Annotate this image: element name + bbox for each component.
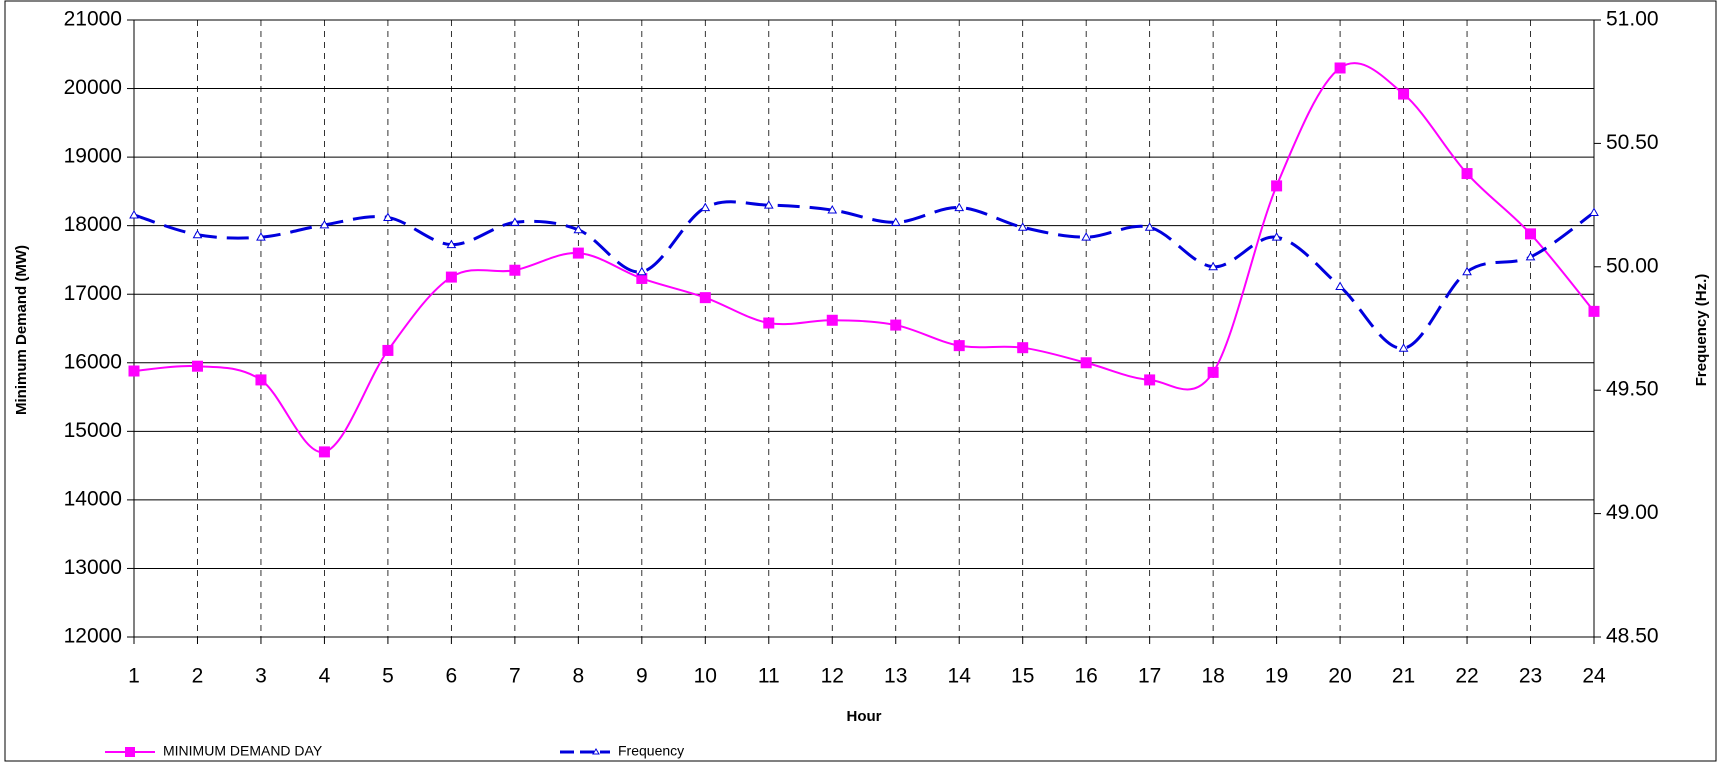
point-marker bbox=[382, 344, 394, 356]
x-tick-label: 21 bbox=[1392, 665, 1415, 688]
point-marker bbox=[1334, 62, 1346, 74]
y-tick-label: 19000 bbox=[64, 145, 122, 168]
point-marker bbox=[763, 200, 774, 209]
point-marker bbox=[636, 272, 648, 284]
point-marker bbox=[1144, 222, 1155, 231]
point-marker bbox=[445, 271, 457, 283]
point-marker bbox=[827, 205, 838, 214]
y2-tick-label: 51.00 bbox=[1606, 8, 1659, 31]
x-tick-label: 4 bbox=[319, 665, 331, 688]
point-marker bbox=[128, 365, 140, 377]
x-tick-label: 19 bbox=[1265, 665, 1288, 688]
point-marker bbox=[699, 292, 711, 304]
point-marker bbox=[826, 314, 838, 326]
point-marker bbox=[953, 340, 965, 352]
x-tick-label: 1 bbox=[128, 665, 140, 688]
x-tick-label: 8 bbox=[573, 665, 585, 688]
point-marker bbox=[446, 239, 457, 249]
x-tick-label: 13 bbox=[884, 665, 907, 688]
point-marker bbox=[1462, 266, 1472, 276]
x-tick-label: 16 bbox=[1074, 665, 1097, 688]
y-tick-label: 13000 bbox=[64, 556, 122, 579]
point-marker bbox=[383, 212, 393, 221]
x-tick-label: 15 bbox=[1011, 665, 1034, 688]
x-tick-label: 24 bbox=[1582, 665, 1606, 688]
point-marker bbox=[954, 202, 965, 212]
y-axis-label: Minimum Demand (MW) bbox=[13, 245, 30, 415]
point-marker bbox=[256, 232, 266, 241]
point-marker bbox=[1589, 207, 1599, 217]
point-marker bbox=[1335, 281, 1345, 291]
point-marker bbox=[255, 374, 267, 386]
y-tick-label: 14000 bbox=[64, 487, 122, 510]
point-marker bbox=[763, 317, 775, 329]
legend-label: Frequency bbox=[618, 743, 684, 759]
y2-tick-label: 50.50 bbox=[1606, 131, 1659, 154]
point-marker bbox=[1398, 88, 1410, 100]
x-tick-label: 22 bbox=[1455, 665, 1478, 688]
point-marker bbox=[319, 219, 330, 229]
x-tick-label: 2 bbox=[192, 665, 204, 688]
point-marker bbox=[1144, 374, 1156, 386]
y-tick-label: 17000 bbox=[64, 282, 122, 305]
x-tick-label: 10 bbox=[694, 665, 717, 688]
x-tick-label: 9 bbox=[636, 665, 648, 688]
point-marker bbox=[1017, 342, 1029, 354]
point-marker bbox=[1080, 357, 1092, 369]
x-tick-label: 20 bbox=[1328, 665, 1351, 688]
y2-tick-label: 49.00 bbox=[1606, 501, 1659, 524]
point-marker bbox=[1525, 251, 1536, 261]
x-tick-label: 23 bbox=[1519, 665, 1542, 688]
x-tick-label: 7 bbox=[509, 665, 521, 688]
legend-marker bbox=[592, 748, 600, 755]
point-marker bbox=[1017, 222, 1028, 231]
x-tick-label: 12 bbox=[821, 665, 844, 688]
point-marker bbox=[509, 264, 521, 276]
point-marker bbox=[890, 319, 902, 331]
x-tick-label: 14 bbox=[948, 665, 972, 688]
y-tick-label: 16000 bbox=[64, 350, 122, 373]
y-tick-label: 12000 bbox=[64, 625, 122, 648]
x-tick-label: 18 bbox=[1201, 665, 1224, 688]
point-marker bbox=[890, 217, 901, 226]
point-marker bbox=[1081, 232, 1092, 241]
point-marker bbox=[573, 224, 584, 234]
y-tick-label: 15000 bbox=[64, 419, 122, 442]
x-tick-label: 3 bbox=[255, 665, 267, 688]
point-marker bbox=[1525, 228, 1537, 240]
y-tick-label: 21000 bbox=[64, 8, 122, 31]
x-tick-label: 11 bbox=[758, 665, 780, 688]
point-marker bbox=[1398, 343, 1409, 352]
point-marker bbox=[572, 247, 584, 259]
point-marker bbox=[1207, 366, 1219, 378]
point-marker bbox=[1271, 180, 1283, 192]
series-line bbox=[133, 200, 1595, 350]
point-marker bbox=[191, 360, 203, 372]
series-line bbox=[133, 62, 1595, 453]
legend-label: MINIMUM DEMAND DAY bbox=[163, 743, 323, 759]
point-marker bbox=[1461, 168, 1473, 180]
point-marker bbox=[1588, 305, 1600, 317]
point-marker bbox=[636, 266, 647, 276]
point-marker bbox=[510, 217, 520, 226]
y-tick-label: 18000 bbox=[64, 213, 122, 236]
x-tick-label: 17 bbox=[1138, 665, 1161, 688]
y2-tick-label: 49.50 bbox=[1606, 378, 1659, 401]
y2-tick-label: 50.00 bbox=[1606, 254, 1659, 277]
chart-frame bbox=[4, 0, 1717, 762]
x-tick-label: 5 bbox=[382, 665, 394, 688]
point-marker bbox=[192, 229, 203, 239]
point-marker bbox=[318, 446, 330, 458]
point-marker bbox=[700, 202, 711, 212]
x-axis-label: Hour bbox=[847, 708, 882, 725]
point-marker bbox=[1271, 232, 1282, 241]
point-marker bbox=[129, 209, 139, 219]
legend-marker bbox=[125, 747, 135, 757]
y2-tick-label: 48.50 bbox=[1606, 625, 1659, 648]
x-tick-label: 6 bbox=[446, 665, 458, 688]
point-marker bbox=[1208, 261, 1218, 271]
y2-axis-label: Frequency (Hz.) bbox=[1693, 274, 1710, 387]
y-tick-label: 20000 bbox=[64, 76, 122, 99]
